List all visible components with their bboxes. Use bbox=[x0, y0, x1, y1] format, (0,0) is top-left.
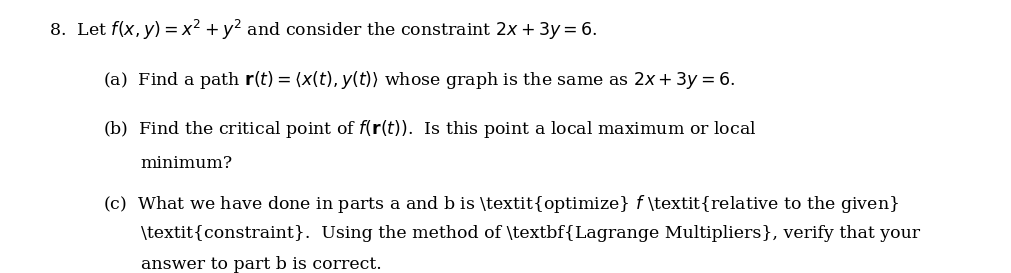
Text: \textit{constraint}.  Using the method of \textbf{Lagrange Multipliers}, verify : \textit{constraint}. Using the method of… bbox=[141, 225, 920, 242]
Text: minimum?: minimum? bbox=[141, 155, 233, 172]
Text: (a)  Find a path $\mathbf{r}(t) = \langle x(t), y(t)\rangle$ whose graph is the : (a) Find a path $\mathbf{r}(t) = \langle… bbox=[102, 69, 735, 91]
Text: (c)  What we have done in parts a and b is \textit{optimize} $f$ \textit{relativ: (c) What we have done in parts a and b i… bbox=[102, 193, 899, 215]
Text: (b)  Find the critical point of $f(\mathbf{r}(t))$.  Is this point a local maxim: (b) Find the critical point of $f(\mathb… bbox=[102, 118, 756, 140]
Text: 8.  Let $f(x, y) = x^2 + y^2$ and consider the constraint $2x + 3y = 6$.: 8. Let $f(x, y) = x^2 + y^2$ and conside… bbox=[50, 18, 598, 42]
Text: answer to part b is correct.: answer to part b is correct. bbox=[141, 256, 381, 273]
